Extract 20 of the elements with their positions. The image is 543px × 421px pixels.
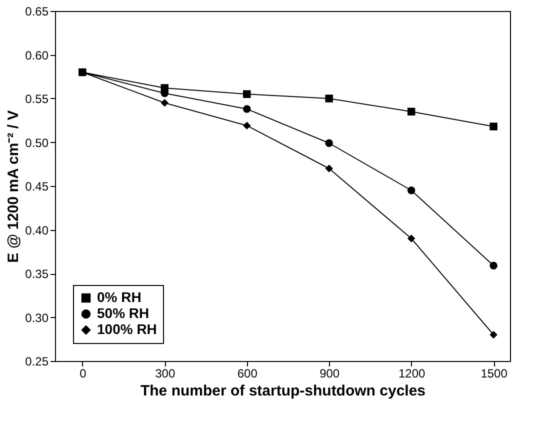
y-tick-label: 0.25 bbox=[25, 354, 49, 368]
legend-label: 50% RH bbox=[97, 305, 150, 321]
y-axis-title: E @ 1200 mA cm⁻² / V bbox=[5, 110, 22, 263]
legend-label: 100% RH bbox=[97, 321, 157, 337]
y-tick-label: 0.55 bbox=[25, 92, 49, 106]
y-tick-label: 0.35 bbox=[25, 267, 49, 281]
y-tick-label: 0.45 bbox=[25, 180, 49, 194]
y-tick-label: 0.50 bbox=[25, 136, 49, 150]
x-tick-label: 300 bbox=[155, 366, 176, 380]
x-tick-label: 900 bbox=[320, 366, 340, 380]
y-tick-label: 0.30 bbox=[25, 310, 49, 325]
legend-label: 0% RH bbox=[97, 289, 142, 305]
x-tick-label: 1200 bbox=[398, 366, 426, 380]
y-tick-label: 0.60 bbox=[25, 48, 49, 62]
y-tick-label: 0.65 bbox=[25, 4, 49, 18]
x-tick-label: 600 bbox=[237, 366, 258, 380]
x-tick-label: 0 bbox=[80, 366, 87, 380]
x-axis-title: The number of startup-shutdown cycles bbox=[140, 382, 426, 400]
y-tick-label: 0.40 bbox=[25, 223, 49, 238]
x-tick-label: 1500 bbox=[480, 366, 508, 380]
